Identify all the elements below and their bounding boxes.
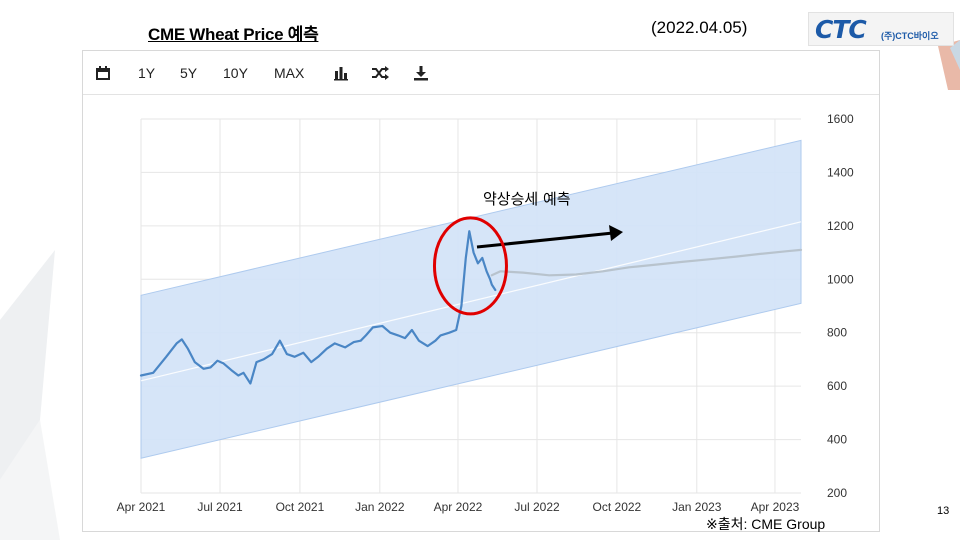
x-tick-label: Apr 2021 [117, 500, 166, 514]
download-icon[interactable] [413, 65, 429, 86]
range-10y-button[interactable]: 10Y [223, 65, 248, 81]
decorative-shape-right [938, 40, 960, 90]
range-max-button[interactable]: MAX [274, 65, 305, 81]
price-series-line [139, 230, 497, 385]
range-1y-button[interactable]: 1Y [138, 65, 156, 81]
logo-subtitle: (주)CTC바이오 [881, 31, 939, 41]
shuffle-icon[interactable] [371, 65, 389, 86]
logo-mark: CTC [815, 15, 867, 44]
trend-centerline [140, 221, 802, 382]
annotation-arrow-head [609, 225, 623, 241]
x-tick-label: Apr 2022 [434, 500, 483, 514]
range-5y-button[interactable]: 5Y [180, 65, 198, 81]
x-tick-label: Jan 2023 [672, 500, 722, 514]
x-tick-label: Oct 2022 [593, 500, 642, 514]
page-number: 13 [937, 505, 950, 517]
wheat-price-chart: 200 400 600 800 1000 1200 1400 1600 Apr 2021 Jul … [117, 112, 854, 514]
calendar-icon[interactable] [95, 65, 111, 86]
y-tick-label: 1600 [827, 112, 854, 126]
x-tick-label: Jul 2022 [514, 500, 560, 514]
slide-title: CME Wheat Price 예측 [148, 25, 319, 44]
decorative-shape-left [0, 250, 60, 540]
y-tick-label: 800 [827, 326, 847, 340]
forecast-series-line [490, 248, 803, 277]
x-tick-label: Jan 2022 [355, 500, 405, 514]
annotation-label: 약상승세 예측 [483, 190, 571, 208]
x-tick-label: Jul 2021 [197, 500, 243, 514]
source-note: ※출처: CME Group [706, 516, 826, 532]
chart-card: 1Y 5Y 10Y MAX 200 400 600 800 1000 1200 1400 16… [82, 50, 880, 532]
company-logo: CTC (주)CTC바이오 [808, 12, 954, 46]
chart-toolbar: 1Y 5Y 10Y MAX [83, 51, 879, 95]
slide-date: (2022.04.05) [651, 18, 748, 37]
annotation-circle [432, 216, 508, 316]
y-tick-label: 600 [827, 379, 847, 393]
y-tick-label: 1400 [827, 165, 854, 179]
y-tick-label: 400 [827, 433, 847, 447]
x-tick-label: Oct 2021 [276, 500, 325, 514]
annotation-arrow-shaft [476, 231, 614, 249]
trend-band [140, 139, 802, 459]
x-tick-label: Apr 2023 [751, 500, 800, 514]
y-tick-label: 1200 [827, 219, 854, 233]
y-tick-label: 200 [827, 486, 847, 500]
bar-chart-icon[interactable] [333, 65, 349, 86]
y-tick-label: 1000 [827, 272, 854, 286]
